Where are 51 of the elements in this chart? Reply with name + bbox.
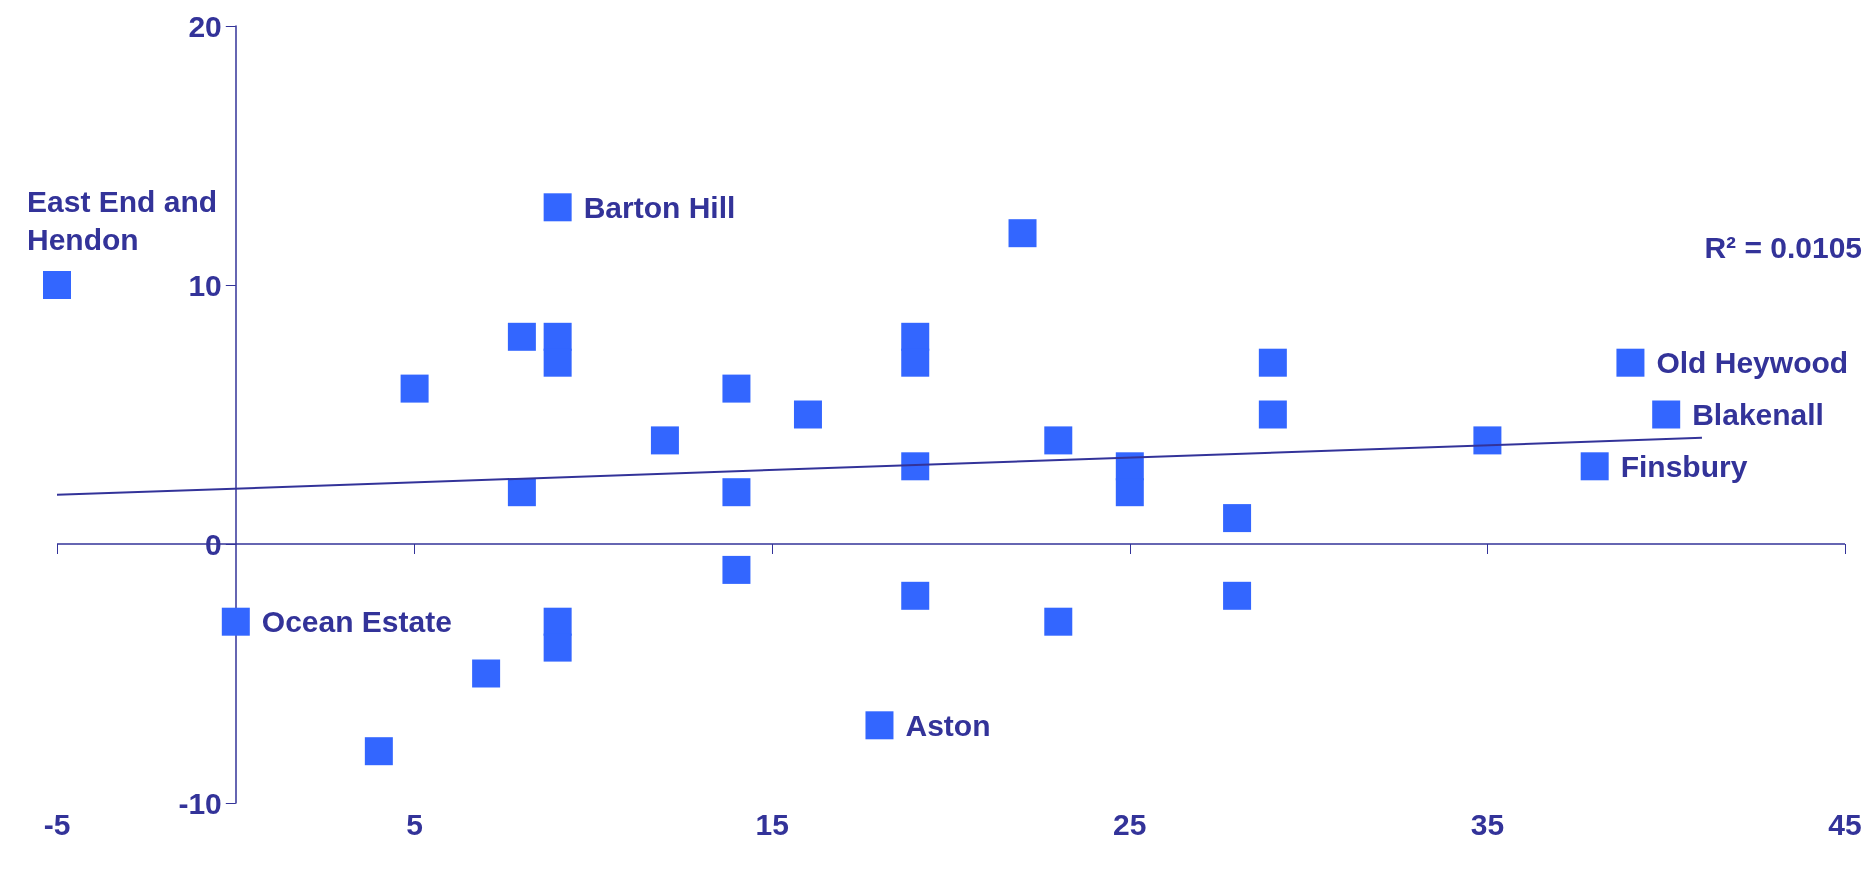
point (1258, 400, 1287, 429)
point (507, 322, 536, 351)
point (1044, 426, 1073, 455)
point (722, 555, 751, 584)
point (865, 711, 894, 740)
point (1008, 219, 1037, 248)
x-tick-label: 5 (406, 807, 423, 841)
point (1652, 400, 1681, 429)
point (901, 322, 930, 351)
point (400, 374, 429, 403)
annotation: Finsbury (1620, 449, 1748, 483)
point (1580, 452, 1609, 481)
point (1223, 581, 1252, 610)
x-tick-label: 35 (1470, 807, 1505, 841)
annotation: East End and Hendon (27, 184, 218, 256)
point (722, 374, 751, 403)
point (43, 271, 71, 299)
annotation: Old Heywood (1656, 346, 1849, 380)
point (1115, 478, 1144, 507)
y-tick-label: 20 (188, 9, 222, 43)
point (901, 452, 930, 481)
point (1473, 426, 1502, 455)
x-tick-label: 15 (755, 807, 789, 841)
annotation: Barton Hill (583, 190, 736, 224)
y-tick-label: 10 (188, 268, 222, 302)
point (1258, 348, 1287, 377)
point (1616, 348, 1645, 377)
point (1044, 607, 1073, 636)
annotation: R² = 0.0105 (1704, 230, 1863, 264)
y-tick-label: -10 (178, 786, 222, 820)
point (793, 400, 822, 429)
x-tick-label: -5 (43, 807, 71, 841)
annotation: Ocean Estate (261, 605, 452, 639)
point (901, 581, 930, 610)
point (543, 633, 572, 662)
point (543, 193, 572, 222)
x-tick-label: 25 (1113, 807, 1147, 841)
point (364, 737, 393, 766)
point (650, 426, 679, 455)
point (221, 607, 250, 636)
point (1223, 504, 1252, 533)
point (543, 322, 572, 351)
point (543, 348, 572, 377)
point (472, 659, 501, 688)
annotation: Blakenall (1692, 398, 1824, 431)
point (722, 478, 751, 507)
point (543, 607, 572, 636)
annotation: Aston (905, 708, 991, 742)
x-tick-label: 45 (1828, 807, 1862, 841)
point (507, 478, 536, 507)
point (901, 348, 930, 377)
